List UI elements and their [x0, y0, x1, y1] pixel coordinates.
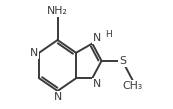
Text: N: N [53, 92, 62, 101]
Text: N: N [93, 79, 101, 89]
Text: CH₃: CH₃ [123, 81, 143, 91]
Text: H: H [106, 30, 112, 39]
Text: S: S [119, 56, 126, 66]
Text: N: N [30, 48, 38, 58]
Text: N: N [93, 33, 101, 43]
Text: NH₂: NH₂ [47, 6, 68, 16]
